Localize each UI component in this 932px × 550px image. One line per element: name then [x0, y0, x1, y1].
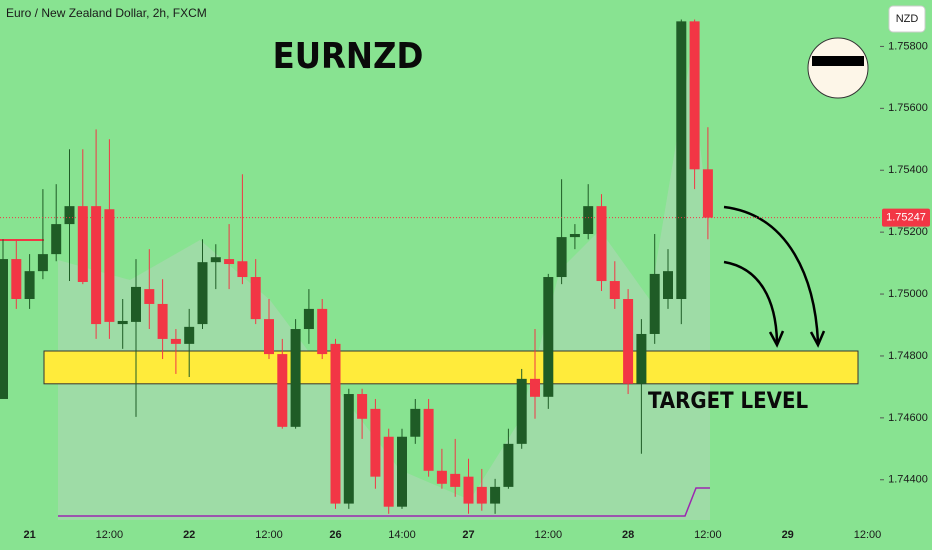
candle-body	[104, 209, 115, 322]
y-tick-label: 1.75000	[888, 288, 928, 300]
chart-title: EURNZD	[273, 36, 424, 77]
candle-body	[117, 320, 128, 325]
candle-body	[184, 326, 195, 344]
candle-body	[37, 254, 48, 272]
candle-body	[210, 257, 221, 263]
chart-subtitle: Euro / New Zealand Dollar, 2h, FXCM	[6, 6, 207, 20]
last-price-box	[882, 208, 930, 227]
x-tick-label: 26	[329, 529, 341, 541]
candle-body	[277, 354, 288, 427]
candle-body	[556, 237, 567, 278]
candle-body	[450, 473, 461, 487]
candle-body	[383, 436, 394, 507]
last-price-label: 1.75247	[886, 212, 926, 224]
candle-body	[410, 408, 421, 437]
candle-body	[77, 206, 88, 282]
candle-body	[516, 378, 527, 444]
y-tick-label: 1.74800	[888, 350, 928, 362]
candle-body	[237, 261, 248, 278]
candle-body	[609, 281, 620, 299]
candle-body	[543, 277, 554, 397]
indicator-area	[58, 60, 710, 520]
candle-body	[423, 408, 434, 471]
y-tick-label: 1.74600	[888, 412, 928, 424]
candle-body	[357, 394, 368, 419]
candle-body	[317, 308, 328, 355]
y-tick-label: 1.75800	[888, 40, 928, 52]
candle-body	[264, 319, 274, 355]
candle-body	[343, 394, 354, 504]
target-zone	[43, 350, 859, 385]
x-tick-label: 14:00	[388, 529, 416, 541]
arrow-head	[768, 330, 785, 348]
candle-body	[144, 289, 155, 304]
candle-body	[303, 308, 314, 330]
x-tick-label: 12:00	[854, 529, 882, 541]
candle-body	[370, 408, 381, 477]
candle-body	[330, 343, 341, 504]
y-tick-label: 1.75400	[888, 164, 928, 176]
y-tick-label: 1.74400	[888, 474, 928, 486]
candle-body	[676, 21, 687, 299]
currency-box[interactable]	[888, 5, 926, 33]
x-tick-label: 27	[462, 529, 474, 541]
candle-body	[197, 262, 208, 325]
y-tick-label: 1.75200	[888, 226, 928, 238]
indicator-line	[58, 487, 710, 517]
x-tick-label: 29	[782, 529, 794, 541]
candle-body	[530, 378, 540, 397]
candle-body	[11, 259, 22, 299]
candle-body	[397, 436, 407, 507]
candle-body	[503, 443, 514, 487]
candle-body	[596, 206, 607, 282]
candle-body	[569, 234, 580, 238]
candle-body	[623, 299, 634, 384]
candle-body	[51, 224, 62, 255]
x-tick-label: 12:00	[255, 529, 283, 541]
candle-body	[463, 476, 474, 504]
candle-body	[157, 303, 168, 339]
candle-body	[64, 206, 75, 225]
x-tick-label: 12:00	[535, 529, 563, 541]
currency[interactable]: NZD	[896, 13, 919, 25]
candle-body	[583, 206, 594, 234]
x-tick-label: 28	[622, 529, 634, 541]
candle-body	[649, 273, 660, 334]
candle-body	[702, 169, 713, 218]
target-label: TARGET LEVEL	[648, 389, 808, 414]
candle-body	[91, 206, 102, 325]
y-tick-label: 1.75600	[888, 102, 928, 114]
candle-body	[663, 271, 673, 299]
x-tick-label: 12:00	[96, 529, 124, 541]
candle-body	[636, 333, 647, 384]
candle-body	[24, 271, 35, 299]
candle-body	[490, 486, 501, 504]
arrow-head	[809, 330, 826, 348]
x-tick-label: 22	[183, 529, 195, 541]
arrow	[723, 205, 820, 343]
candle-body	[170, 338, 181, 344]
candle-body	[0, 259, 8, 399]
x-tick-label: 12:00	[694, 529, 722, 541]
candle-body	[131, 286, 141, 322]
mascot	[807, 37, 869, 99]
arrow	[723, 260, 779, 343]
candle-body	[476, 486, 487, 504]
x-tick-label: 21	[23, 529, 35, 541]
candle-body	[224, 259, 235, 265]
candle-body	[250, 277, 261, 320]
candle-body	[436, 470, 447, 484]
candle-body	[689, 21, 700, 170]
candle-body	[290, 329, 301, 427]
